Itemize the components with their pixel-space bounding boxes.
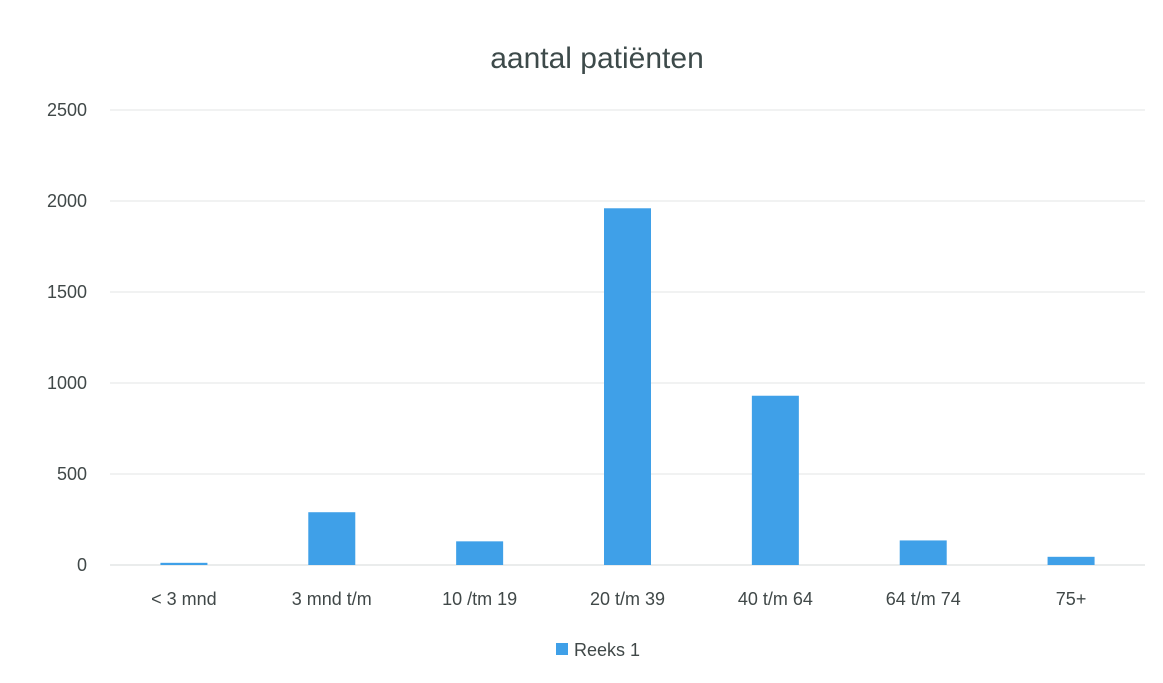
x-tick-label-3: 20 t/m 39	[590, 589, 665, 609]
legend-swatch	[556, 643, 568, 655]
bar-3	[604, 208, 651, 565]
y-axis-ticks: 0 500 1000 1500 2000 2500	[47, 100, 87, 575]
bar-6	[1047, 556, 1095, 565]
y-tick-label-1000: 1000	[47, 373, 87, 393]
bar-0	[160, 562, 208, 565]
y-tick-label-500: 500	[57, 464, 87, 484]
legend-label-reeks-1: Reeks 1	[574, 640, 640, 660]
y-tick-label-1500: 1500	[47, 282, 87, 302]
x-tick-label-1: 3 mnd t/m	[292, 589, 372, 609]
y-tick-label-0: 0	[77, 555, 87, 575]
x-tick-label-5: 64 t/m 74	[886, 589, 961, 609]
legend: Reeks 1	[556, 640, 640, 660]
x-tick-label-0: < 3 mnd	[151, 589, 217, 609]
bar-2	[456, 541, 504, 565]
bar-1	[308, 512, 356, 565]
chart-title: aantal patiënten	[490, 42, 704, 75]
bars	[160, 208, 1095, 565]
x-tick-label-4: 40 t/m 64	[738, 589, 813, 609]
bar-4	[751, 395, 799, 565]
x-axis-ticks: < 3 mnd 3 mnd t/m 10 /tm 19 20 t/m 39 40 t/m…	[151, 589, 1086, 609]
x-tick-label-6: 75+	[1056, 589, 1087, 609]
x-tick-label-2: 10 /tm 19	[442, 589, 517, 609]
y-tick-label-2000: 2000	[47, 191, 87, 211]
bar-5	[899, 540, 947, 565]
y-tick-label-2500: 2500	[47, 100, 87, 120]
